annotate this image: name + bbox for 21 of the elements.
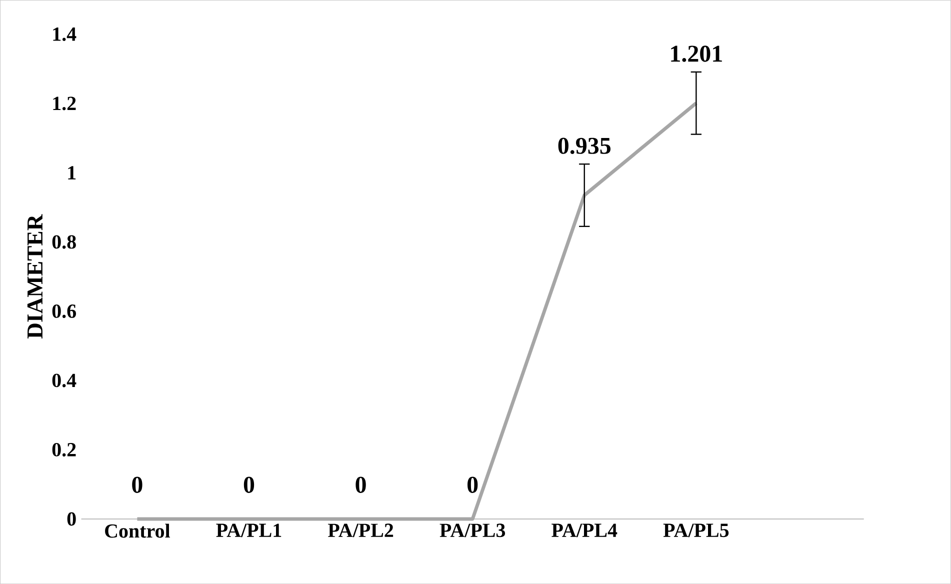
- x-tick-label: PA/PL2: [328, 524, 394, 538]
- y-tick-label: 0.4: [52, 374, 76, 388]
- x-tick-label: PA/PL4: [552, 524, 618, 537]
- x-tick-label: PA/PL5: [663, 524, 729, 537]
- x-tick-label: PA/PL1: [216, 524, 282, 537]
- y-axis-title: DIAMETER: [27, 214, 42, 338]
- y-tick-label: 1: [68, 166, 76, 180]
- data-label: 0.935: [558, 138, 610, 154]
- data-label: 0: [468, 476, 478, 493]
- y-tick-label: 0.6: [52, 304, 76, 318]
- x-tick-label: Control: [105, 524, 170, 538]
- data-label: 0: [356, 476, 366, 493]
- y-tick-label: 0.2: [52, 442, 76, 456]
- y-tick-label: 0: [67, 512, 76, 526]
- y-tick-label: 1.2: [53, 96, 76, 110]
- y-tick-label: 1.4: [53, 27, 76, 41]
- x-tick-label: PA/PL3: [440, 524, 506, 538]
- data-label: 1.201: [671, 46, 722, 62]
- data-label: 0: [244, 476, 254, 493]
- y-tick-label: 0.8: [52, 235, 76, 249]
- data-label: 0: [132, 476, 142, 493]
